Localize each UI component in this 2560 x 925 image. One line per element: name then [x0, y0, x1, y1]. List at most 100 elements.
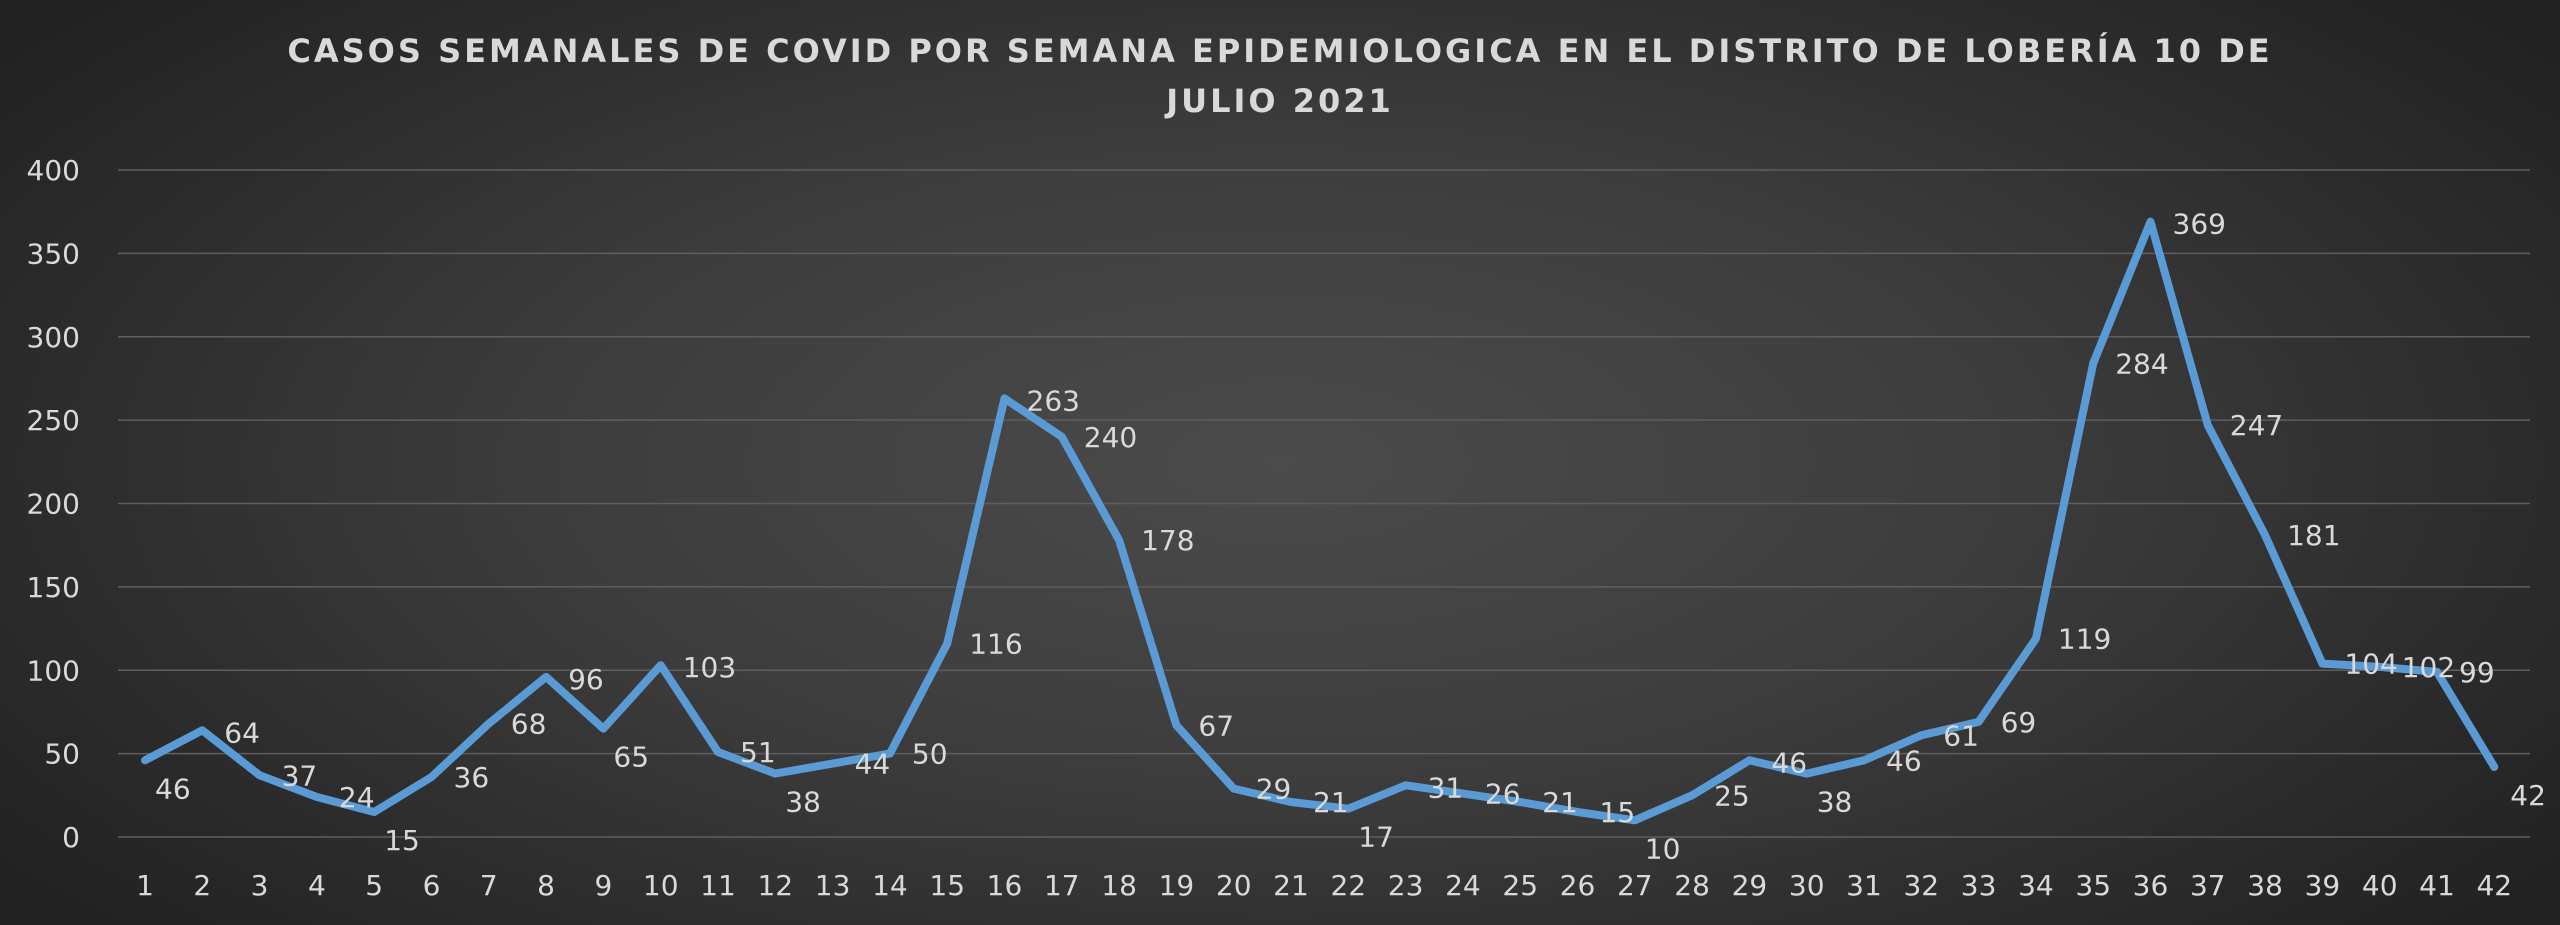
x-tick-label: 15 — [929, 869, 965, 902]
data-label: 96 — [568, 663, 604, 696]
data-label: 61 — [1943, 719, 1979, 752]
data-label: 65 — [613, 741, 649, 774]
x-tick-label: 26 — [1560, 869, 1596, 902]
y-tick-label: 350 — [27, 237, 80, 270]
data-label: 24 — [339, 781, 375, 814]
data-label: 46 — [1886, 744, 1922, 777]
x-tick-label: 16 — [987, 869, 1023, 902]
data-label: 119 — [2058, 623, 2111, 656]
data-label: 240 — [1084, 421, 1137, 454]
data-label: 103 — [683, 651, 736, 684]
data-label: 116 — [969, 628, 1022, 661]
data-label: 31 — [1428, 771, 1464, 804]
data-label: 46 — [155, 772, 191, 805]
data-label: 15 — [384, 824, 420, 857]
x-tick-label: 7 — [480, 869, 498, 902]
data-label: 15 — [1600, 796, 1636, 829]
x-tick-label: 6 — [423, 869, 441, 902]
data-label: 263 — [1027, 384, 1080, 417]
data-label: 284 — [2115, 347, 2168, 380]
x-tick-label: 23 — [1388, 869, 1424, 902]
x-tick-label: 39 — [2305, 869, 2341, 902]
x-tick-label: 2 — [193, 869, 211, 902]
x-tick-label: 34 — [2018, 869, 2054, 902]
data-label: 50 — [912, 738, 948, 771]
x-tick-label: 12 — [757, 869, 793, 902]
y-tick-label: 200 — [27, 488, 80, 521]
x-tick-label: 11 — [700, 869, 736, 902]
x-tick-label: 1 — [136, 869, 154, 902]
data-label: 44 — [855, 748, 891, 781]
data-label: 38 — [785, 786, 821, 819]
x-tick-label: 19 — [1159, 869, 1195, 902]
y-tick-label: 50 — [44, 738, 80, 771]
gridlines — [118, 169, 2530, 838]
data-label: 51 — [740, 736, 776, 769]
data-label: 10 — [1645, 832, 1681, 865]
data-label: 36 — [454, 761, 490, 794]
x-tick-label: 25 — [1502, 869, 1538, 902]
x-tick-label: 3 — [251, 869, 269, 902]
x-tick-label: 42 — [2476, 869, 2512, 902]
x-tick-label: 4 — [308, 869, 326, 902]
data-label: 29 — [1256, 773, 1292, 806]
x-tick-label: 31 — [1846, 869, 1882, 902]
x-tick-label: 10 — [643, 869, 679, 902]
y-axis-ticks: 0 50 100 150 200 250 300 350 400 — [27, 154, 80, 854]
x-tick-label: 30 — [1789, 869, 1825, 902]
chart-title-line-1: CASOS SEMANALES DE COVID POR SEMANA EPID… — [287, 32, 2273, 70]
y-tick-label: 0 — [62, 821, 80, 854]
x-tick-label: 18 — [1101, 869, 1137, 902]
x-tick-label: 5 — [365, 869, 383, 902]
chart-title-line-2: JULIO 2021 — [1166, 82, 1394, 120]
data-label: 25 — [1714, 779, 1750, 812]
x-tick-label: 27 — [1617, 869, 1653, 902]
data-label: 26 — [1485, 778, 1521, 811]
x-tick-label: 21 — [1273, 869, 1309, 902]
x-tick-label: 8 — [537, 869, 555, 902]
series-layer — [141, 217, 2499, 825]
data-label: 21 — [1313, 786, 1349, 819]
data-label: 21 — [1542, 786, 1578, 819]
x-tick-label: 37 — [2190, 869, 2226, 902]
data-label: 17 — [1358, 821, 1394, 854]
data-label: 67 — [1198, 709, 1234, 742]
data-label: 46 — [1771, 746, 1807, 779]
x-tick-label: 13 — [815, 869, 851, 902]
x-tick-label: 22 — [1330, 869, 1366, 902]
data-label: 102 — [2402, 651, 2455, 684]
x-tick-label: 17 — [1044, 869, 1080, 902]
x-tick-label: 41 — [2419, 869, 2455, 902]
data-label: 178 — [1141, 524, 1194, 557]
data-label: 68 — [511, 708, 547, 741]
x-tick-label: 14 — [872, 869, 908, 902]
data-label: 181 — [2287, 519, 2340, 552]
y-tick-label: 250 — [27, 404, 80, 437]
data-label: 69 — [2001, 706, 2037, 739]
data-label: 104 — [2344, 648, 2397, 681]
x-tick-label: 33 — [1961, 869, 1997, 902]
x-tick-label: 32 — [1903, 869, 1939, 902]
x-tick-label: 36 — [2133, 869, 2169, 902]
data-label: 369 — [2173, 208, 2226, 241]
x-tick-label: 35 — [2075, 869, 2111, 902]
y-tick-label: 400 — [27, 154, 80, 187]
y-tick-label: 300 — [27, 321, 80, 354]
x-tick-label: 40 — [2362, 869, 2398, 902]
x-tick-label: 38 — [2247, 869, 2283, 902]
x-tick-label: 24 — [1445, 869, 1481, 902]
y-tick-label: 100 — [27, 654, 80, 687]
x-tick-label: 29 — [1732, 869, 1768, 902]
data-label: 38 — [1817, 786, 1853, 819]
x-axis-ticks: 1 2 3 4 5 6 7 8 9 10 11 12 13 14 15 16 17 18 19 20 21 22 23 24 2… — [136, 869, 2512, 902]
x-tick-label: 9 — [594, 869, 612, 902]
x-tick-label: 28 — [1674, 869, 1710, 902]
series-line — [141, 217, 2499, 825]
data-label: 247 — [2230, 409, 2283, 442]
data-label: 99 — [2459, 656, 2495, 689]
data-label: 37 — [282, 759, 318, 792]
x-tick-label: 20 — [1216, 869, 1252, 902]
